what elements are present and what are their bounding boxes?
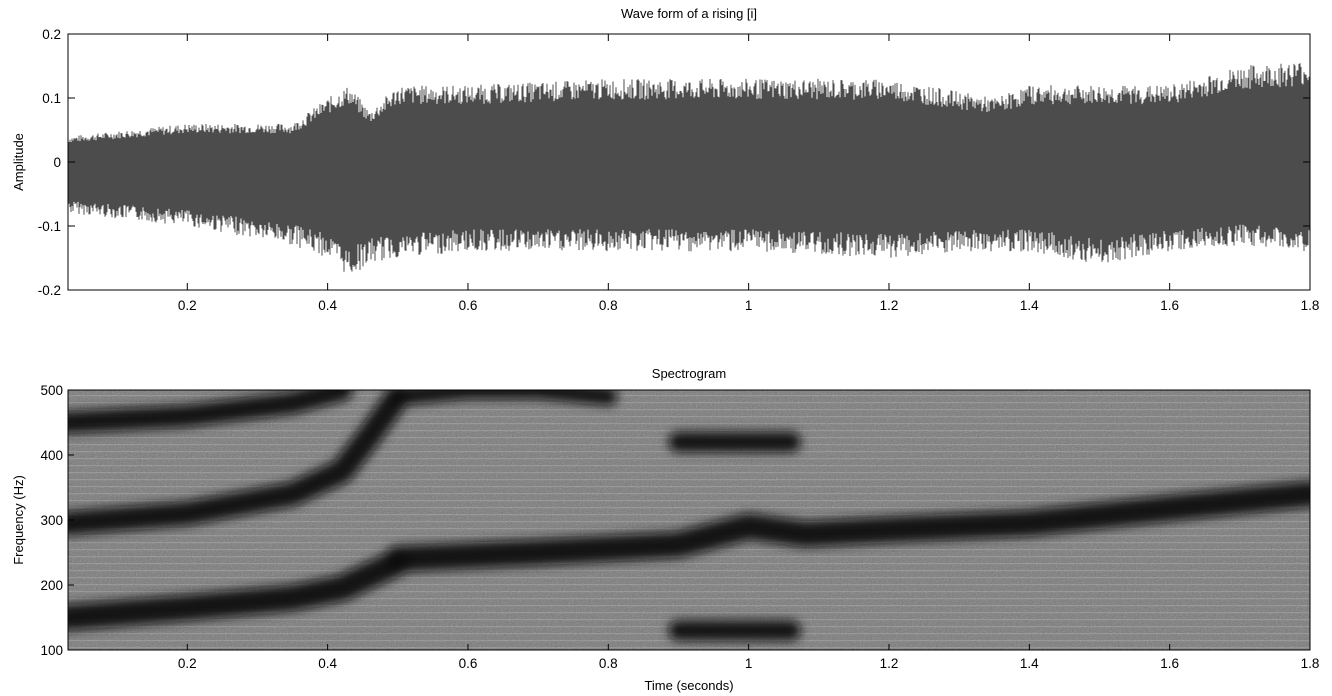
spectrogram-y-axis-label: Frequency (Hz)	[11, 475, 26, 565]
spectrogram-y-tick-label: 100	[40, 643, 63, 658]
spectrogram-x-tick-label: 1.8	[1301, 656, 1320, 671]
waveform-y-tick-label: -0.2	[38, 283, 61, 298]
waveform-x-tick-label: 0.8	[599, 298, 618, 313]
spectrogram-y-tick-label: 500	[40, 383, 63, 398]
spectrogram-dark-band	[384, 481, 1310, 572]
spectrogram-x-axis-label: Time (seconds)	[644, 678, 733, 693]
waveform-x-tick-label: 0.6	[459, 298, 478, 313]
spectrogram-y-tick-label: 200	[40, 578, 63, 593]
waveform-x-tick-label: 1.8	[1301, 298, 1320, 313]
spectrogram-image	[68, 390, 1310, 650]
waveform-y-axis-label: Amplitude	[11, 133, 26, 191]
waveform-x-tick-label: 1.4	[1020, 298, 1039, 313]
waveform-x-tick-label: 1.2	[880, 298, 899, 313]
spectrogram-x-tick-label: 1.4	[1020, 656, 1039, 671]
spectrogram-dark-bands	[68, 390, 1310, 641]
spectrogram-y-tick-label: 300	[40, 513, 63, 528]
waveform-x-tick-label: 0.2	[178, 298, 197, 313]
waveform-signal	[68, 63, 1310, 272]
spectrogram-x-ticks: 0.2 0.4 0.6 0.8 1 1.2 1.4 1.6 1.8	[178, 644, 1319, 671]
waveform-y-tick-label: 0.2	[42, 27, 61, 42]
waveform-x-tick-label: 1.6	[1160, 298, 1179, 313]
spectrogram-x-tick-label: 1.2	[880, 656, 899, 671]
waveform-panel: Wave form of a rising [i] Amplitude 0.2 0…	[11, 6, 1319, 313]
spectrogram-x-tick-label: 0.8	[599, 656, 618, 671]
waveform-y-tick-label: 0	[53, 155, 61, 170]
spectrogram-dark-band	[68, 549, 411, 631]
spectrogram-dark-band	[388, 390, 618, 406]
spectrogram-x-tick-label: 0.2	[178, 656, 197, 671]
spectrogram-dark-band	[68, 390, 410, 536]
spectrogram-x-tick-label: 1	[745, 656, 753, 671]
waveform-x-ticks: 0.2 0.4 0.6 0.8 1 1.2 1.4 1.6 1.8	[178, 34, 1319, 313]
spectrogram-y-ticks: 500 400 300 200 100	[40, 383, 74, 658]
spectrogram-x-tick-label: 0.4	[318, 656, 337, 671]
waveform-x-tick-label: 0.4	[318, 298, 337, 313]
waveform-y-ticks: 0.2 0.1 0 -0.1 -0.2	[38, 27, 1310, 298]
spectrogram-x-tick-label: 0.6	[459, 656, 478, 671]
waveform-x-tick-label: 1	[745, 298, 753, 313]
spectrogram-panel: Spectrogram Frequency (Hz) Time (seconds…	[11, 366, 1319, 693]
waveform-y-tick-label: -0.1	[38, 219, 61, 234]
spectrogram-x-tick-label: 1.6	[1160, 656, 1179, 671]
spectrogram-y-tick-label: 400	[40, 448, 63, 463]
spectrogram-title: Spectrogram	[652, 366, 726, 381]
waveform-y-tick-label: 0.1	[42, 91, 61, 106]
waveform-plot-area	[68, 63, 1310, 272]
waveform-title: Wave form of a rising [i]	[621, 6, 757, 21]
spectrogram-dark-band	[68, 390, 353, 434]
